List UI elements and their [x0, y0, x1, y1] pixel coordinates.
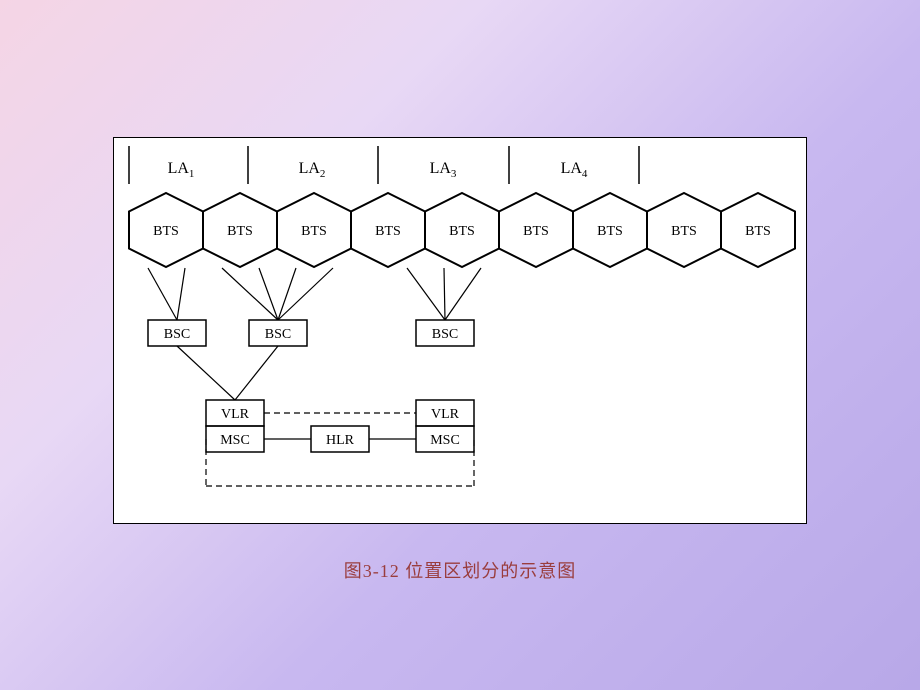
- svg-text:BTS: BTS: [227, 224, 253, 239]
- svg-text:BTS: BTS: [671, 224, 697, 239]
- svg-text:VLR: VLR: [431, 407, 460, 422]
- svg-text:LA1: LA1: [168, 160, 195, 180]
- svg-text:BTS: BTS: [449, 224, 475, 239]
- svg-text:HLR: HLR: [326, 433, 355, 448]
- svg-text:MSC: MSC: [430, 433, 460, 448]
- svg-text:LA4: LA4: [561, 160, 588, 180]
- svg-text:BTS: BTS: [301, 224, 327, 239]
- svg-text:BTS: BTS: [523, 224, 549, 239]
- svg-text:BTS: BTS: [375, 224, 401, 239]
- svg-text:BSC: BSC: [265, 327, 291, 342]
- svg-text:BSC: BSC: [164, 327, 190, 342]
- diagram-container: LA1 LA2 LA3 LA4 BTS BTS BTS BTS BTS BTS BTS BTS BTS…: [113, 137, 807, 524]
- figure-caption: 图3-12 位置区划分的示意图: [0, 557, 920, 583]
- svg-text:BTS: BTS: [153, 224, 179, 239]
- svg-text:LA2: LA2: [299, 160, 326, 180]
- svg-text:LA3: LA3: [430, 160, 457, 180]
- svg-text:BSC: BSC: [432, 327, 458, 342]
- svg-text:VLR: VLR: [221, 407, 250, 422]
- svg-text:BTS: BTS: [745, 224, 771, 239]
- svg-text:MSC: MSC: [220, 433, 250, 448]
- svg-text:BTS: BTS: [597, 224, 623, 239]
- network-diagram: LA1 LA2 LA3 LA4 BTS BTS BTS BTS BTS BTS BTS BTS BTS…: [114, 138, 808, 525]
